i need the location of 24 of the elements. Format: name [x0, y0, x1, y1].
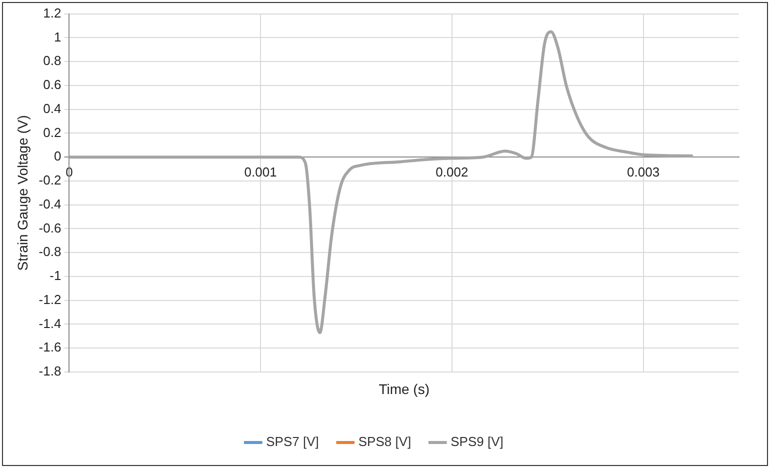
legend-label: SPS7 [V] [266, 434, 319, 450]
y-tick-label: 0.2 [43, 124, 62, 140]
y-axis-title: Strain Gauge Voltage (V) [14, 115, 30, 271]
y-tick-label: -1 [50, 268, 62, 284]
y-tick-label: -1.2 [38, 292, 62, 307]
y-tick-label: 0.4 [43, 100, 62, 116]
legend-label: SPS8 [V] [358, 434, 412, 450]
y-tick-label: -0.4 [38, 196, 62, 212]
y-tick-label: 1 [54, 29, 62, 44]
y-tick-label: -0.2 [38, 172, 62, 188]
y-tick-label: 1.2 [43, 5, 62, 20]
x-tick-label: 0.002 [436, 164, 468, 180]
y-tick-label: -0.6 [38, 220, 62, 236]
legend-label: SPS9 [V] [450, 434, 504, 450]
x-axis-title: Time (s) [378, 380, 430, 397]
y-tick-label: -0.8 [38, 244, 62, 260]
y-tick-label: 0.6 [43, 77, 62, 92]
y-tick-label: 0.8 [43, 53, 62, 68]
y-tick-label: -1.4 [38, 316, 62, 331]
y-tick-label: -1.6 [38, 340, 62, 355]
y-tick-label: -1.8 [38, 364, 62, 379]
x-tick-label: 0.001 [244, 164, 277, 180]
y-tick-label: 0 [54, 148, 62, 164]
x-tick-label: 0.003 [627, 164, 660, 180]
